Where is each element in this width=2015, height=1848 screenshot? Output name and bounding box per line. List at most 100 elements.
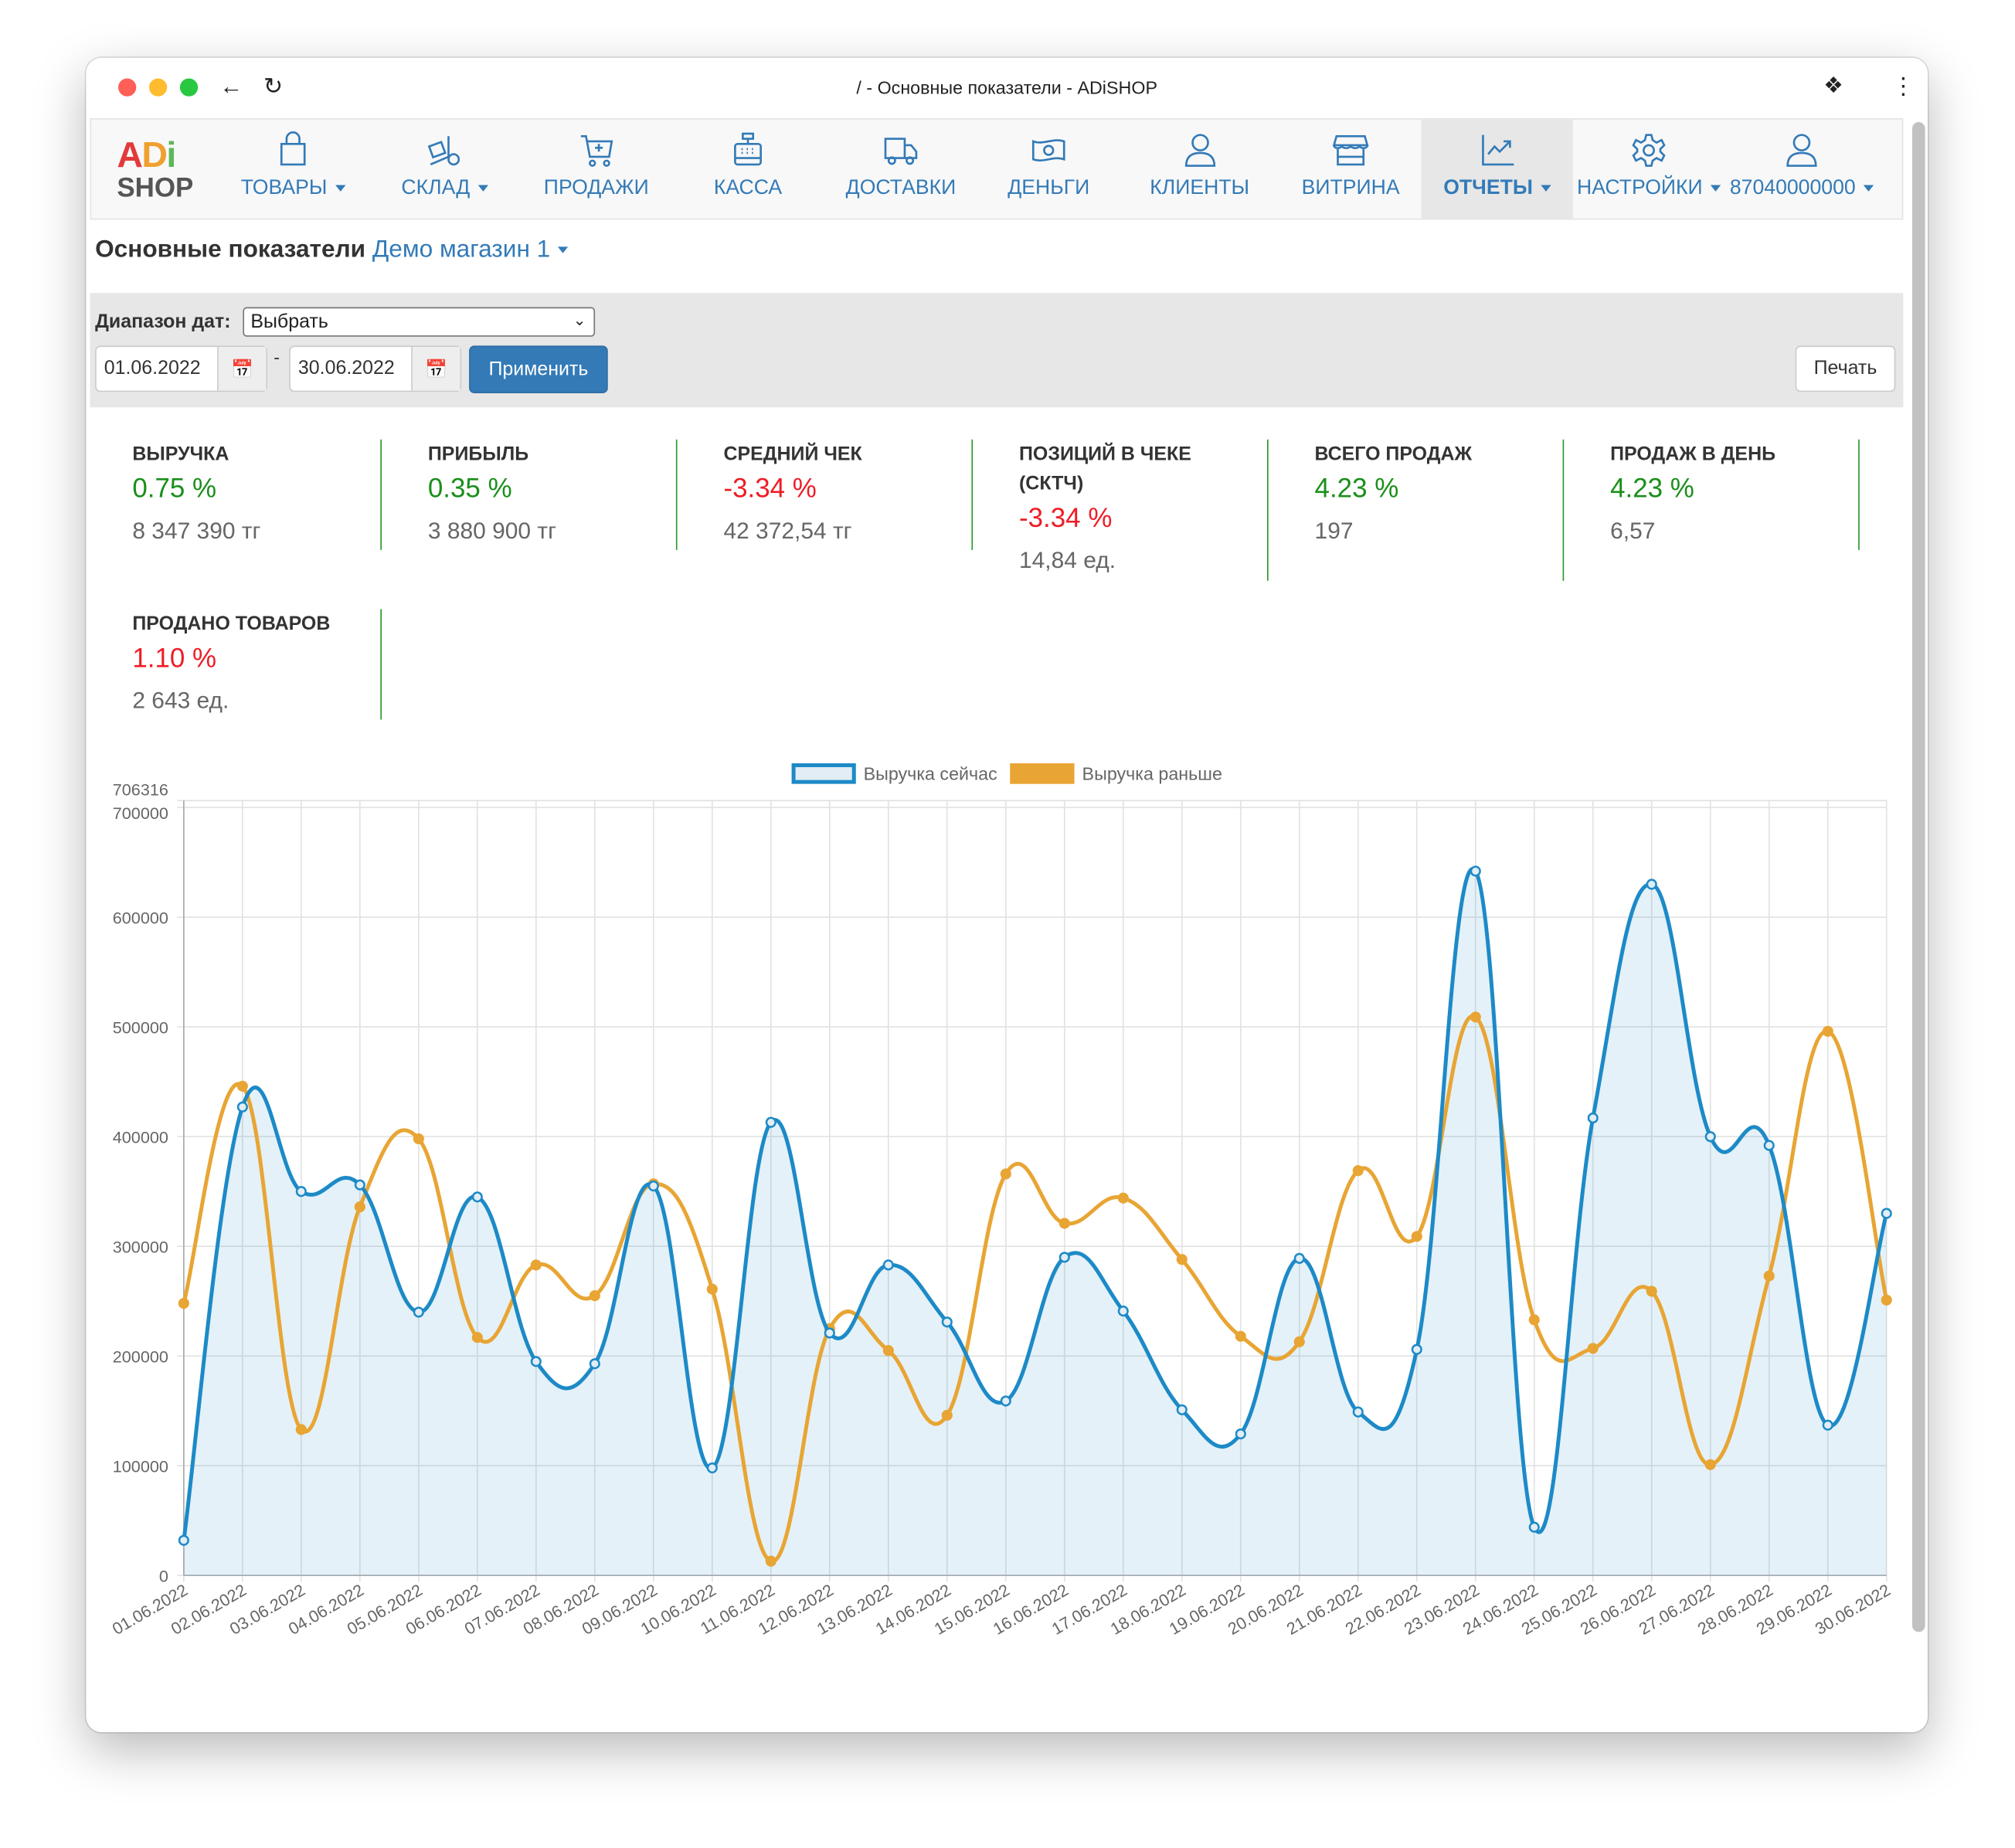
- data-point-previous[interactable]: [1881, 1294, 1892, 1306]
- data-point-current[interactable]: [1117, 1305, 1129, 1317]
- data-point-current[interactable]: [295, 1186, 307, 1197]
- kpi-percent: -3.34 %: [723, 474, 817, 504]
- data-point-previous[interactable]: [1587, 1343, 1599, 1354]
- nav-item-10[interactable]: 87040000000: [1724, 120, 1879, 219]
- nav-item-0[interactable]: ТОВАРЫ: [217, 120, 369, 219]
- data-point-previous[interactable]: [1470, 1011, 1481, 1023]
- data-point-previous[interactable]: [1528, 1314, 1540, 1326]
- data-point-previous[interactable]: [1235, 1330, 1246, 1342]
- date-from-input[interactable]: 01.06.2022 📅: [95, 345, 267, 392]
- data-point-previous[interactable]: [354, 1201, 365, 1213]
- data-point-current[interactable]: [354, 1179, 365, 1191]
- scrollbar[interactable]: [1911, 122, 1925, 1632]
- apply-button[interactable]: Применить: [469, 345, 608, 393]
- calendar-icon[interactable]: 📅: [411, 347, 460, 391]
- data-point-previous[interactable]: [1646, 1286, 1657, 1297]
- data-point-current[interactable]: [1235, 1428, 1246, 1440]
- data-point-current[interactable]: [1293, 1252, 1305, 1264]
- data-point-previous[interactable]: [530, 1259, 542, 1271]
- data-point-current[interactable]: [1176, 1404, 1188, 1415]
- data-point-previous[interactable]: [178, 1297, 189, 1310]
- minimize-window-button[interactable]: [148, 78, 168, 97]
- nav-item-label: 87040000000: [1730, 178, 1874, 201]
- data-point-current[interactable]: [530, 1356, 542, 1367]
- data-point-previous[interactable]: [706, 1283, 718, 1295]
- data-point-previous[interactable]: [1058, 1218, 1070, 1229]
- extensions-puzzle-icon[interactable]: ❖: [1823, 73, 1843, 98]
- more-menu-icon[interactable]: ⋮: [1891, 73, 1915, 100]
- close-window-button[interactable]: [118, 78, 137, 97]
- back-arrow-icon[interactable]: ←: [219, 73, 243, 100]
- data-point-current[interactable]: [178, 1534, 189, 1546]
- legend-item-previous[interactable]: Выручка раньше: [1010, 763, 1222, 784]
- data-point-current[interactable]: [882, 1259, 894, 1271]
- date-to-input[interactable]: 30.06.2022 📅: [289, 345, 462, 392]
- data-point-previous[interactable]: [1176, 1254, 1188, 1265]
- data-point-previous[interactable]: [471, 1331, 483, 1344]
- date-range-select[interactable]: Выбрать ⌄: [243, 307, 596, 337]
- data-point-current[interactable]: [1411, 1344, 1422, 1355]
- data-point-previous[interactable]: [413, 1133, 424, 1145]
- nav-item-1[interactable]: СКЛАД: [369, 120, 520, 219]
- data-point-current[interactable]: [1881, 1208, 1892, 1219]
- data-point-current[interactable]: [471, 1191, 483, 1203]
- nav-item-9[interactable]: НАСТРОЙКИ: [1573, 120, 1724, 219]
- reload-icon[interactable]: ↻: [263, 73, 284, 100]
- nav-item-7[interactable]: ВИТРИНА: [1280, 120, 1422, 219]
- kpi-percent: 1.10 %: [132, 644, 217, 674]
- kpi-value: 3 880 900 тг: [427, 518, 557, 544]
- data-point-current[interactable]: [1587, 1112, 1599, 1124]
- data-point-previous[interactable]: [1293, 1336, 1305, 1347]
- nav-item-5[interactable]: ДЕНЬГИ: [978, 120, 1120, 219]
- kpi-value: 6,57: [1610, 518, 1656, 544]
- data-point-current[interactable]: [1763, 1140, 1775, 1151]
- data-point-previous[interactable]: [882, 1345, 894, 1357]
- data-point-previous[interactable]: [1352, 1165, 1364, 1177]
- kpi-title: ПРОДАЖ В ДЕНЬ: [1610, 443, 1776, 466]
- data-point-current[interactable]: [647, 1180, 659, 1192]
- data-point-previous[interactable]: [589, 1290, 600, 1302]
- data-point-current[interactable]: [824, 1327, 835, 1339]
- nav-item-6[interactable]: КЛИЕНТЫ: [1120, 120, 1280, 219]
- data-point-current[interactable]: [589, 1358, 600, 1370]
- data-point-previous[interactable]: [236, 1080, 248, 1092]
- data-point-previous[interactable]: [1704, 1459, 1716, 1470]
- data-point-previous[interactable]: [1117, 1192, 1129, 1204]
- money-icon: [1031, 139, 1065, 161]
- maximize-window-button[interactable]: [179, 78, 199, 97]
- data-point-current[interactable]: [1058, 1252, 1070, 1263]
- data-point-current[interactable]: [941, 1316, 953, 1328]
- data-point-previous[interactable]: [1000, 1168, 1011, 1180]
- data-point-current[interactable]: [1704, 1131, 1716, 1143]
- data-point-current[interactable]: [236, 1101, 248, 1113]
- data-point-current[interactable]: [413, 1306, 424, 1318]
- kpi-value: 8 347 390 тг: [132, 518, 261, 544]
- calendar-icon[interactable]: 📅: [217, 347, 267, 391]
- data-point-previous[interactable]: [1822, 1025, 1833, 1037]
- data-point-previous[interactable]: [1411, 1231, 1422, 1242]
- nav-item-8[interactable]: ОТЧЕТЫ: [1421, 119, 1573, 219]
- data-point-current[interactable]: [706, 1462, 718, 1474]
- data-point-current[interactable]: [1646, 878, 1657, 890]
- nav-item-3[interactable]: КАССА: [672, 120, 824, 219]
- data-point-previous[interactable]: [1763, 1270, 1775, 1282]
- data-point-previous[interactable]: [941, 1409, 953, 1421]
- y-tick-label: 0: [159, 1567, 168, 1586]
- nav-item-4[interactable]: ДОСТАВКИ: [824, 120, 978, 219]
- legend-item-current[interactable]: Выручка сейчас: [791, 763, 997, 784]
- data-point-current[interactable]: [1470, 865, 1481, 877]
- data-point-current[interactable]: [1528, 1521, 1540, 1533]
- data-point-current[interactable]: [1352, 1406, 1364, 1418]
- print-button[interactable]: Печать: [1795, 345, 1896, 392]
- logo[interactable]: ADi SHOP: [91, 120, 217, 219]
- data-point-current[interactable]: [1000, 1395, 1011, 1407]
- data-point-previous[interactable]: [295, 1424, 307, 1435]
- data-point-previous[interactable]: [765, 1555, 776, 1567]
- nav-item-label: ПРОДАЖИ: [544, 178, 649, 201]
- store-selector[interactable]: Демо магазин 1: [372, 236, 569, 263]
- data-point-current[interactable]: [765, 1116, 776, 1128]
- data-point-current[interactable]: [1822, 1419, 1833, 1431]
- store-name[interactable]: Демо магазин 1: [372, 236, 551, 263]
- kpi-percent: 4.23 %: [1314, 474, 1399, 504]
- nav-item-2[interactable]: ПРОДАЖИ: [521, 120, 672, 219]
